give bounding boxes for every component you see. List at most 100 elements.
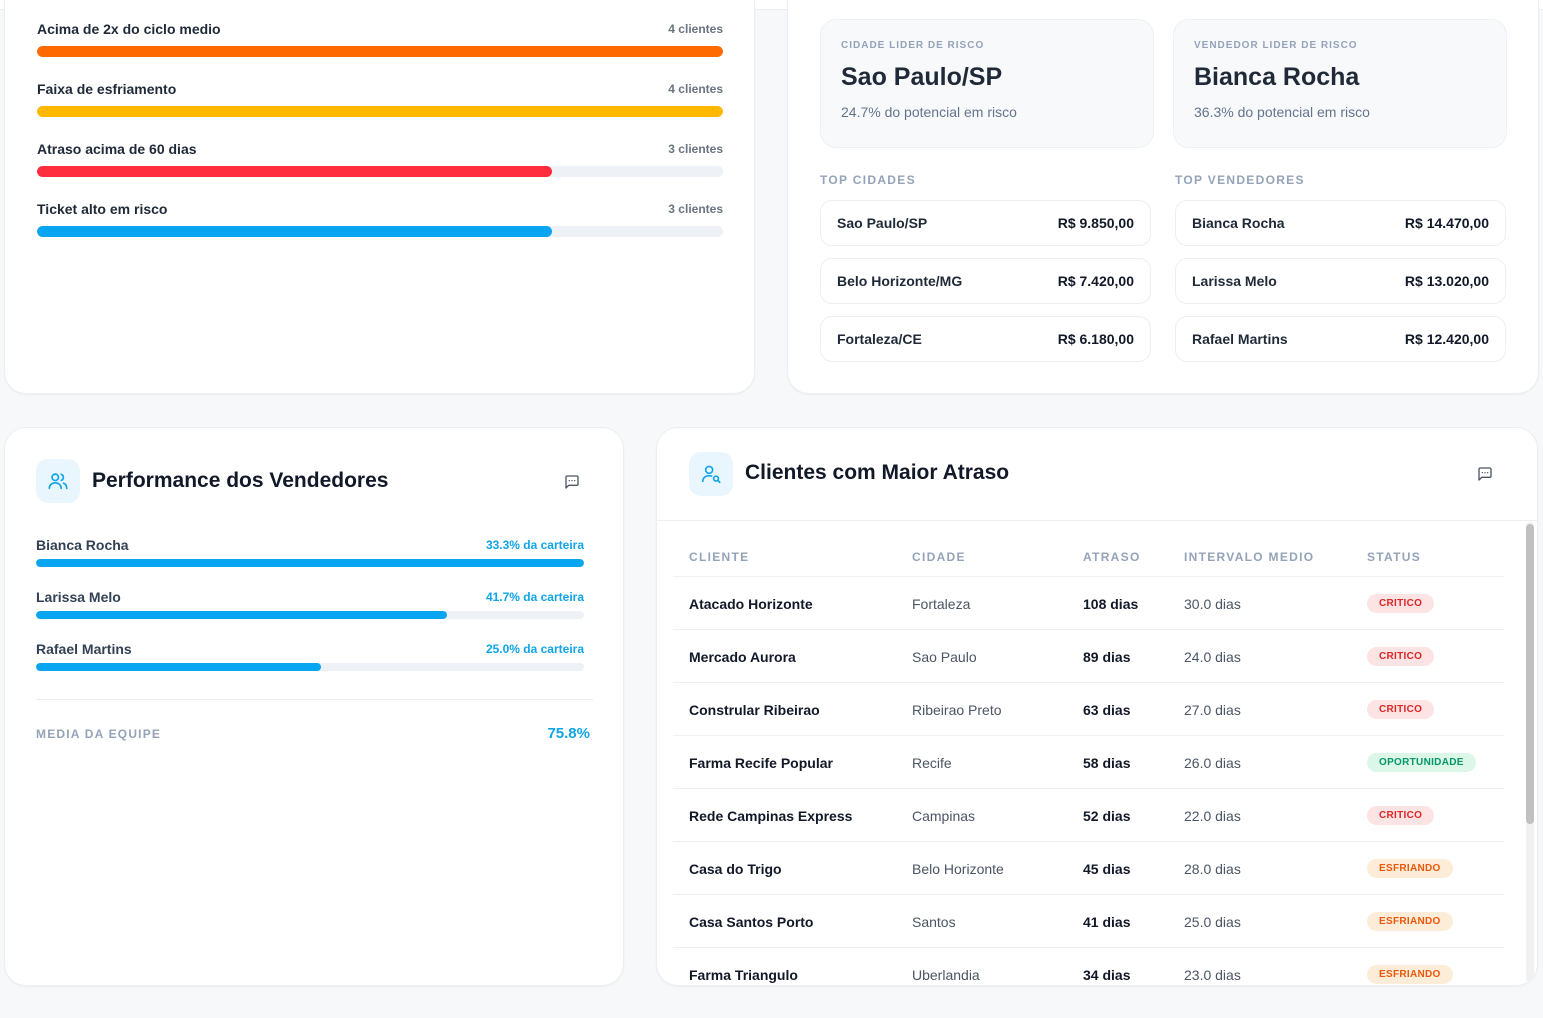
top-city-name: Belo Horizonte/MG (837, 273, 963, 289)
table-row[interactable]: Casa do Trigo Belo Horizonte 45 dias 28.0 d… (673, 841, 1504, 894)
top-seller-name: Bianca Rocha (1192, 215, 1285, 231)
client-delay: 89 dias (1083, 648, 1131, 665)
risk-breakdown-card: Acima de 2x do ciclo medio 4 clientes Fa… (4, 0, 755, 394)
client-delay: 58 dias (1083, 754, 1131, 771)
column-header-interval[interactable]: INTERVALO MEDIO (1184, 550, 1315, 564)
risk-bar-label: Atraso acima de 60 dias (37, 141, 197, 157)
column-header-status[interactable]: STATUS (1367, 550, 1422, 564)
client-status: CRITICO (1367, 577, 1435, 630)
client-name: Farma Recife Popular (689, 754, 833, 771)
top-seller-item[interactable]: Rafael Martins R$ 12.420,00 (1175, 316, 1506, 362)
risk-bar-fill (37, 226, 552, 237)
risk-bar-track (37, 226, 723, 237)
top-seller-item[interactable]: Bianca Rocha R$ 14.470,00 (1175, 200, 1506, 246)
top-city-value: R$ 7.420,00 (1057, 273, 1134, 289)
client-interval: 23.0 dias (1184, 966, 1241, 983)
client-status: ESFRIANDO (1367, 895, 1453, 948)
top-seller-name: Rafael Martins (1192, 331, 1288, 347)
risk-bar-item: Ticket alto em risco 3 clientes (37, 199, 723, 237)
top-seller-value: R$ 14.470,00 (1404, 215, 1489, 231)
risk-bar-track (37, 106, 723, 117)
top-seller-value: R$ 12.420,00 (1404, 331, 1489, 347)
client-status: CRITICO (1367, 683, 1435, 736)
city-leader-subtitle: 24.7% do potencial em risco (841, 104, 1017, 120)
seller-bar-track (36, 611, 584, 619)
seller-bar-track (36, 663, 584, 671)
client-city: Ribeirao Preto (912, 701, 1002, 718)
risk-leaders-card: CIDADE LIDER DE RISCO Sao Paulo/SP 24.7%… (787, 0, 1539, 394)
client-city: Fortaleza (912, 595, 971, 612)
delays-title: Clientes com Maior Atraso (745, 461, 1010, 484)
top-city-item[interactable]: Sao Paulo/SP R$ 9.850,00 (820, 200, 1151, 246)
table-row[interactable]: Rede Campinas Express Campinas 52 dias 22.0… (673, 788, 1504, 841)
risk-bar-count: 4 clientes (668, 22, 723, 36)
seller-name: Larissa Melo (36, 589, 121, 605)
performance-title: Performance dos Vendedores (92, 469, 389, 492)
seller-bar-fill (36, 663, 321, 671)
top-city-value: R$ 9.850,00 (1057, 215, 1134, 231)
client-city: Campinas (912, 807, 976, 824)
column-header-city[interactable]: CIDADE (912, 550, 966, 564)
status-badge: CRITICO (1367, 594, 1435, 613)
delayed-clients-card: Clientes com Maior Atraso CLIENTE CIDADE… (656, 427, 1538, 986)
client-city: Recife (912, 754, 952, 771)
client-delay: 108 dias (1083, 595, 1139, 612)
divider (36, 699, 593, 700)
top-city-item[interactable]: Belo Horizonte/MG R$ 7.420,00 (820, 258, 1151, 304)
risk-bar-item: Faixa de esfriamento 4 clientes (37, 79, 723, 117)
client-interval: 30.0 dias (1184, 595, 1241, 612)
message-square-icon[interactable] (563, 473, 581, 491)
table-row[interactable]: Farma Triangulo Uberlandia 34 dias 23.0 dia… (673, 947, 1504, 985)
seller-leader-name: Bianca Rocha (1194, 63, 1360, 91)
seller-name: Bianca Rocha (36, 537, 129, 553)
risk-bar-label: Faixa de esfriamento (37, 81, 177, 97)
client-interval: 27.0 dias (1184, 701, 1241, 718)
team-average-label: MEDIA DA EQUIPE (36, 727, 162, 741)
users-icon (36, 459, 80, 503)
column-header-client[interactable]: CLIENTE (689, 550, 750, 564)
risk-bar-track (37, 46, 723, 57)
top-sellers-caption: TOP VENDEDORES (1175, 173, 1305, 187)
city-leader-name: Sao Paulo/SP (841, 63, 1003, 91)
seller-leader-caption: VENDEDOR LIDER DE RISCO (1194, 40, 1358, 51)
seller-share: 41.7% da carteira (485, 590, 584, 604)
client-delay: 41 dias (1083, 913, 1131, 930)
client-interval: 25.0 dias (1184, 913, 1241, 930)
risk-bar-item: Acima de 2x do ciclo medio 4 clientes (37, 19, 723, 57)
risk-bar-label: Ticket alto em risco (37, 201, 168, 217)
risk-bar-fill (37, 46, 723, 57)
client-delay: 52 dias (1083, 807, 1131, 824)
table-row[interactable]: Constrular Ribeirao Ribeirao Preto 63 dias… (673, 682, 1504, 735)
client-name: Rede Campinas Express (689, 807, 853, 824)
scrollbar-thumb[interactable] (1526, 524, 1534, 824)
seller-performance-item: Larissa Melo 41.7% da carteira (36, 587, 584, 619)
table-row[interactable]: Mercado Aurora Sao Paulo 89 dias 24.0 dias C… (673, 629, 1504, 682)
client-delay: 34 dias (1083, 966, 1131, 983)
seller-name: Rafael Martins (36, 641, 132, 657)
seller-share: 25.0% da carteira (485, 642, 584, 656)
table-row[interactable]: Atacado Horizonte Fortaleza 108 dias 30.0 d… (673, 576, 1504, 629)
seller-bar-fill (36, 559, 584, 567)
column-header-delay[interactable]: ATRASO (1083, 550, 1141, 564)
message-square-icon[interactable] (1476, 465, 1494, 483)
risk-bar-count: 3 clientes (668, 202, 723, 216)
client-name: Farma Triangulo (689, 966, 798, 983)
top-seller-value: R$ 13.020,00 (1404, 273, 1489, 289)
seller-bar-track (36, 559, 584, 567)
top-seller-item[interactable]: Larissa Melo R$ 13.020,00 (1175, 258, 1506, 304)
status-badge: OPORTUNIDADE (1367, 753, 1476, 772)
client-status: CRITICO (1367, 789, 1435, 842)
top-city-value: R$ 6.180,00 (1057, 331, 1134, 347)
client-city: Sao Paulo (912, 648, 977, 665)
seller-performance-item: Bianca Rocha 33.3% da carteira (36, 535, 584, 567)
table-row[interactable]: Casa Santos Porto Santos 41 dias 25.0 dias E… (673, 894, 1504, 947)
city-leader-caption: CIDADE LIDER DE RISCO (841, 40, 985, 51)
table-scrollbar[interactable] (1526, 522, 1534, 982)
risk-bar-label: Acima de 2x do ciclo medio (37, 21, 221, 37)
client-delay: 45 dias (1083, 860, 1131, 877)
risk-bar-fill (37, 106, 723, 117)
table-row[interactable]: Farma Recife Popular Recife 58 dias 26.0 di… (673, 735, 1504, 788)
table-divider (657, 520, 1537, 521)
seller-leader-subtitle: 36.3% do potencial em risco (1194, 104, 1370, 120)
top-city-item[interactable]: Fortaleza/CE R$ 6.180,00 (820, 316, 1151, 362)
